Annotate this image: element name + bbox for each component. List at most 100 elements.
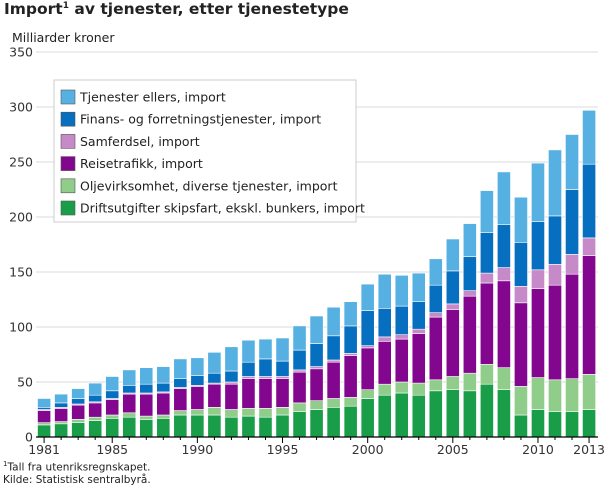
bar-segment-3-2002 bbox=[394, 334, 409, 340]
bar-segment-5-1998 bbox=[326, 306, 341, 337]
bar-segment-3-2003 bbox=[411, 328, 426, 334]
bar-segment-0-2004 bbox=[428, 390, 443, 438]
legend-item: Tjenester ellers, import bbox=[60, 90, 226, 105]
bar-segment-1-1999 bbox=[343, 397, 358, 407]
bar-segment-2-2003 bbox=[411, 333, 426, 384]
bar-segment-2-1992 bbox=[224, 383, 239, 410]
bar-segment-1-2002 bbox=[394, 381, 409, 394]
bar-segment-5-2006 bbox=[462, 223, 477, 257]
bar-stack-1984 bbox=[88, 382, 103, 438]
bar-segment-3-1999 bbox=[343, 353, 358, 356]
bar-segment-5-1983 bbox=[71, 388, 86, 399]
bar-segment-5-1991 bbox=[207, 351, 222, 374]
legend-swatch bbox=[60, 111, 76, 127]
bar-segment-2-2006 bbox=[462, 295, 477, 374]
bar-segment-3-2005 bbox=[445, 303, 460, 310]
bar-segment-3-2010 bbox=[531, 269, 545, 289]
bar-segment-5-2012 bbox=[565, 134, 579, 190]
bar-stack-2010 bbox=[531, 162, 545, 438]
y-tick-label: 300 bbox=[9, 100, 33, 115]
bar-segment-1-2006 bbox=[462, 372, 477, 392]
bar-segment-0-1984 bbox=[88, 420, 103, 438]
bar-segment-4-1993 bbox=[241, 361, 256, 377]
legend-swatch bbox=[60, 156, 76, 171]
bar-segment-2-2000 bbox=[360, 347, 375, 390]
bar-segment-3-2008 bbox=[497, 267, 511, 282]
bar-segment-1-1997 bbox=[309, 400, 324, 410]
bar-segment-1-2011 bbox=[548, 379, 562, 412]
bar-segment-4-1986 bbox=[122, 384, 137, 394]
bar-segment-1-1994 bbox=[258, 408, 273, 418]
bar-segment-2-1988 bbox=[156, 392, 171, 416]
bar-segment-2-2004 bbox=[428, 316, 443, 381]
legend-label: Samferdsel, import bbox=[80, 134, 200, 149]
bar-stack-1989 bbox=[173, 358, 188, 438]
bar-segment-5-1981 bbox=[37, 398, 51, 408]
bar-segment-1-2008 bbox=[497, 367, 511, 391]
bar-segment-5-1987 bbox=[139, 367, 154, 385]
bar-segment-0-1982 bbox=[54, 423, 69, 438]
bar-segment-1-2009 bbox=[514, 386, 528, 416]
bar-segment-1-1983 bbox=[71, 419, 86, 423]
bar-segment-4-1984 bbox=[88, 394, 103, 403]
bar-segment-0-2007 bbox=[479, 383, 494, 438]
bar-segment-0-1990 bbox=[190, 414, 205, 438]
bar-segment-2-1983 bbox=[71, 404, 86, 420]
bar-segment-4-1981 bbox=[37, 406, 51, 410]
bar-segment-3-2000 bbox=[360, 345, 375, 349]
title-rest: av tjenester, etter tjenestetype bbox=[68, 0, 349, 18]
bar-stack-1993 bbox=[241, 339, 256, 438]
bar-segment-4-1982 bbox=[54, 402, 69, 408]
y-tick-label: 200 bbox=[9, 210, 33, 225]
x-tick-label: 2013 bbox=[573, 442, 605, 457]
bar-stack-2001 bbox=[377, 273, 392, 438]
bar-segment-5-1994 bbox=[258, 338, 273, 360]
x-tick-label: 1985 bbox=[96, 442, 128, 457]
bar-segment-4-2001 bbox=[377, 307, 392, 338]
legend-swatch bbox=[60, 134, 76, 149]
bar-segment-1-1981 bbox=[37, 422, 51, 426]
bar-segment-4-2004 bbox=[428, 284, 443, 314]
bar-segment-1-1986 bbox=[122, 412, 137, 418]
bar-segment-4-2003 bbox=[411, 301, 426, 330]
bar-segment-2-2011 bbox=[548, 284, 562, 381]
bar-segment-0-1998 bbox=[326, 406, 341, 438]
x-tick-label: 1995 bbox=[267, 442, 299, 457]
bar-segment-2-2008 bbox=[497, 280, 511, 368]
bar-segment-5-2005 bbox=[445, 238, 460, 272]
bar-stack-2013 bbox=[582, 110, 596, 438]
bar-segment-5-1995 bbox=[275, 337, 290, 362]
bar-segment-4-1997 bbox=[309, 343, 324, 367]
y-tick-label: 0 bbox=[25, 430, 33, 445]
bar-segment-2-1997 bbox=[309, 368, 324, 401]
y-tick-label: 100 bbox=[9, 320, 33, 335]
bar-segment-0-2013 bbox=[582, 409, 596, 438]
bar-segment-4-1991 bbox=[207, 372, 222, 384]
bar-segment-0-1999 bbox=[343, 405, 358, 438]
bar-segment-5-2001 bbox=[377, 273, 392, 309]
bar-segment-5-2007 bbox=[479, 190, 494, 233]
bar-segment-0-2011 bbox=[548, 411, 562, 438]
bar-segment-3-2013 bbox=[582, 237, 596, 256]
legend-item: Driftsutgifter skipsfart, ekskl. bunkers… bbox=[60, 201, 365, 216]
footnote-text: Tall fra utenriksregnskapet. bbox=[7, 461, 151, 474]
bar-stack-1987 bbox=[139, 367, 154, 438]
bar-segment-1-1996 bbox=[292, 402, 307, 412]
bar-segment-5-1982 bbox=[54, 393, 69, 404]
bar-segment-5-1990 bbox=[190, 357, 205, 376]
bar-segment-4-2012 bbox=[565, 189, 579, 255]
bar-segment-2-2005 bbox=[445, 309, 460, 377]
bar-stack-1994 bbox=[258, 338, 273, 438]
bar-segment-3-1995 bbox=[275, 376, 290, 379]
bar-segment-3-2001 bbox=[377, 336, 392, 342]
bar-segment-2-1991 bbox=[207, 383, 222, 408]
bar-segment-0-2005 bbox=[445, 389, 460, 438]
bar-segment-3-1996 bbox=[292, 369, 307, 373]
bar-segment-1-2010 bbox=[531, 377, 545, 410]
bar-segment-5-1999 bbox=[343, 301, 358, 327]
bar-segment-2-1999 bbox=[343, 355, 358, 398]
legend-box bbox=[53, 79, 357, 223]
legend: Tjenester ellers, import Finans- og forre… bbox=[53, 79, 365, 223]
bar-stack-1985 bbox=[105, 376, 120, 438]
bar-segment-0-2010 bbox=[531, 409, 545, 438]
